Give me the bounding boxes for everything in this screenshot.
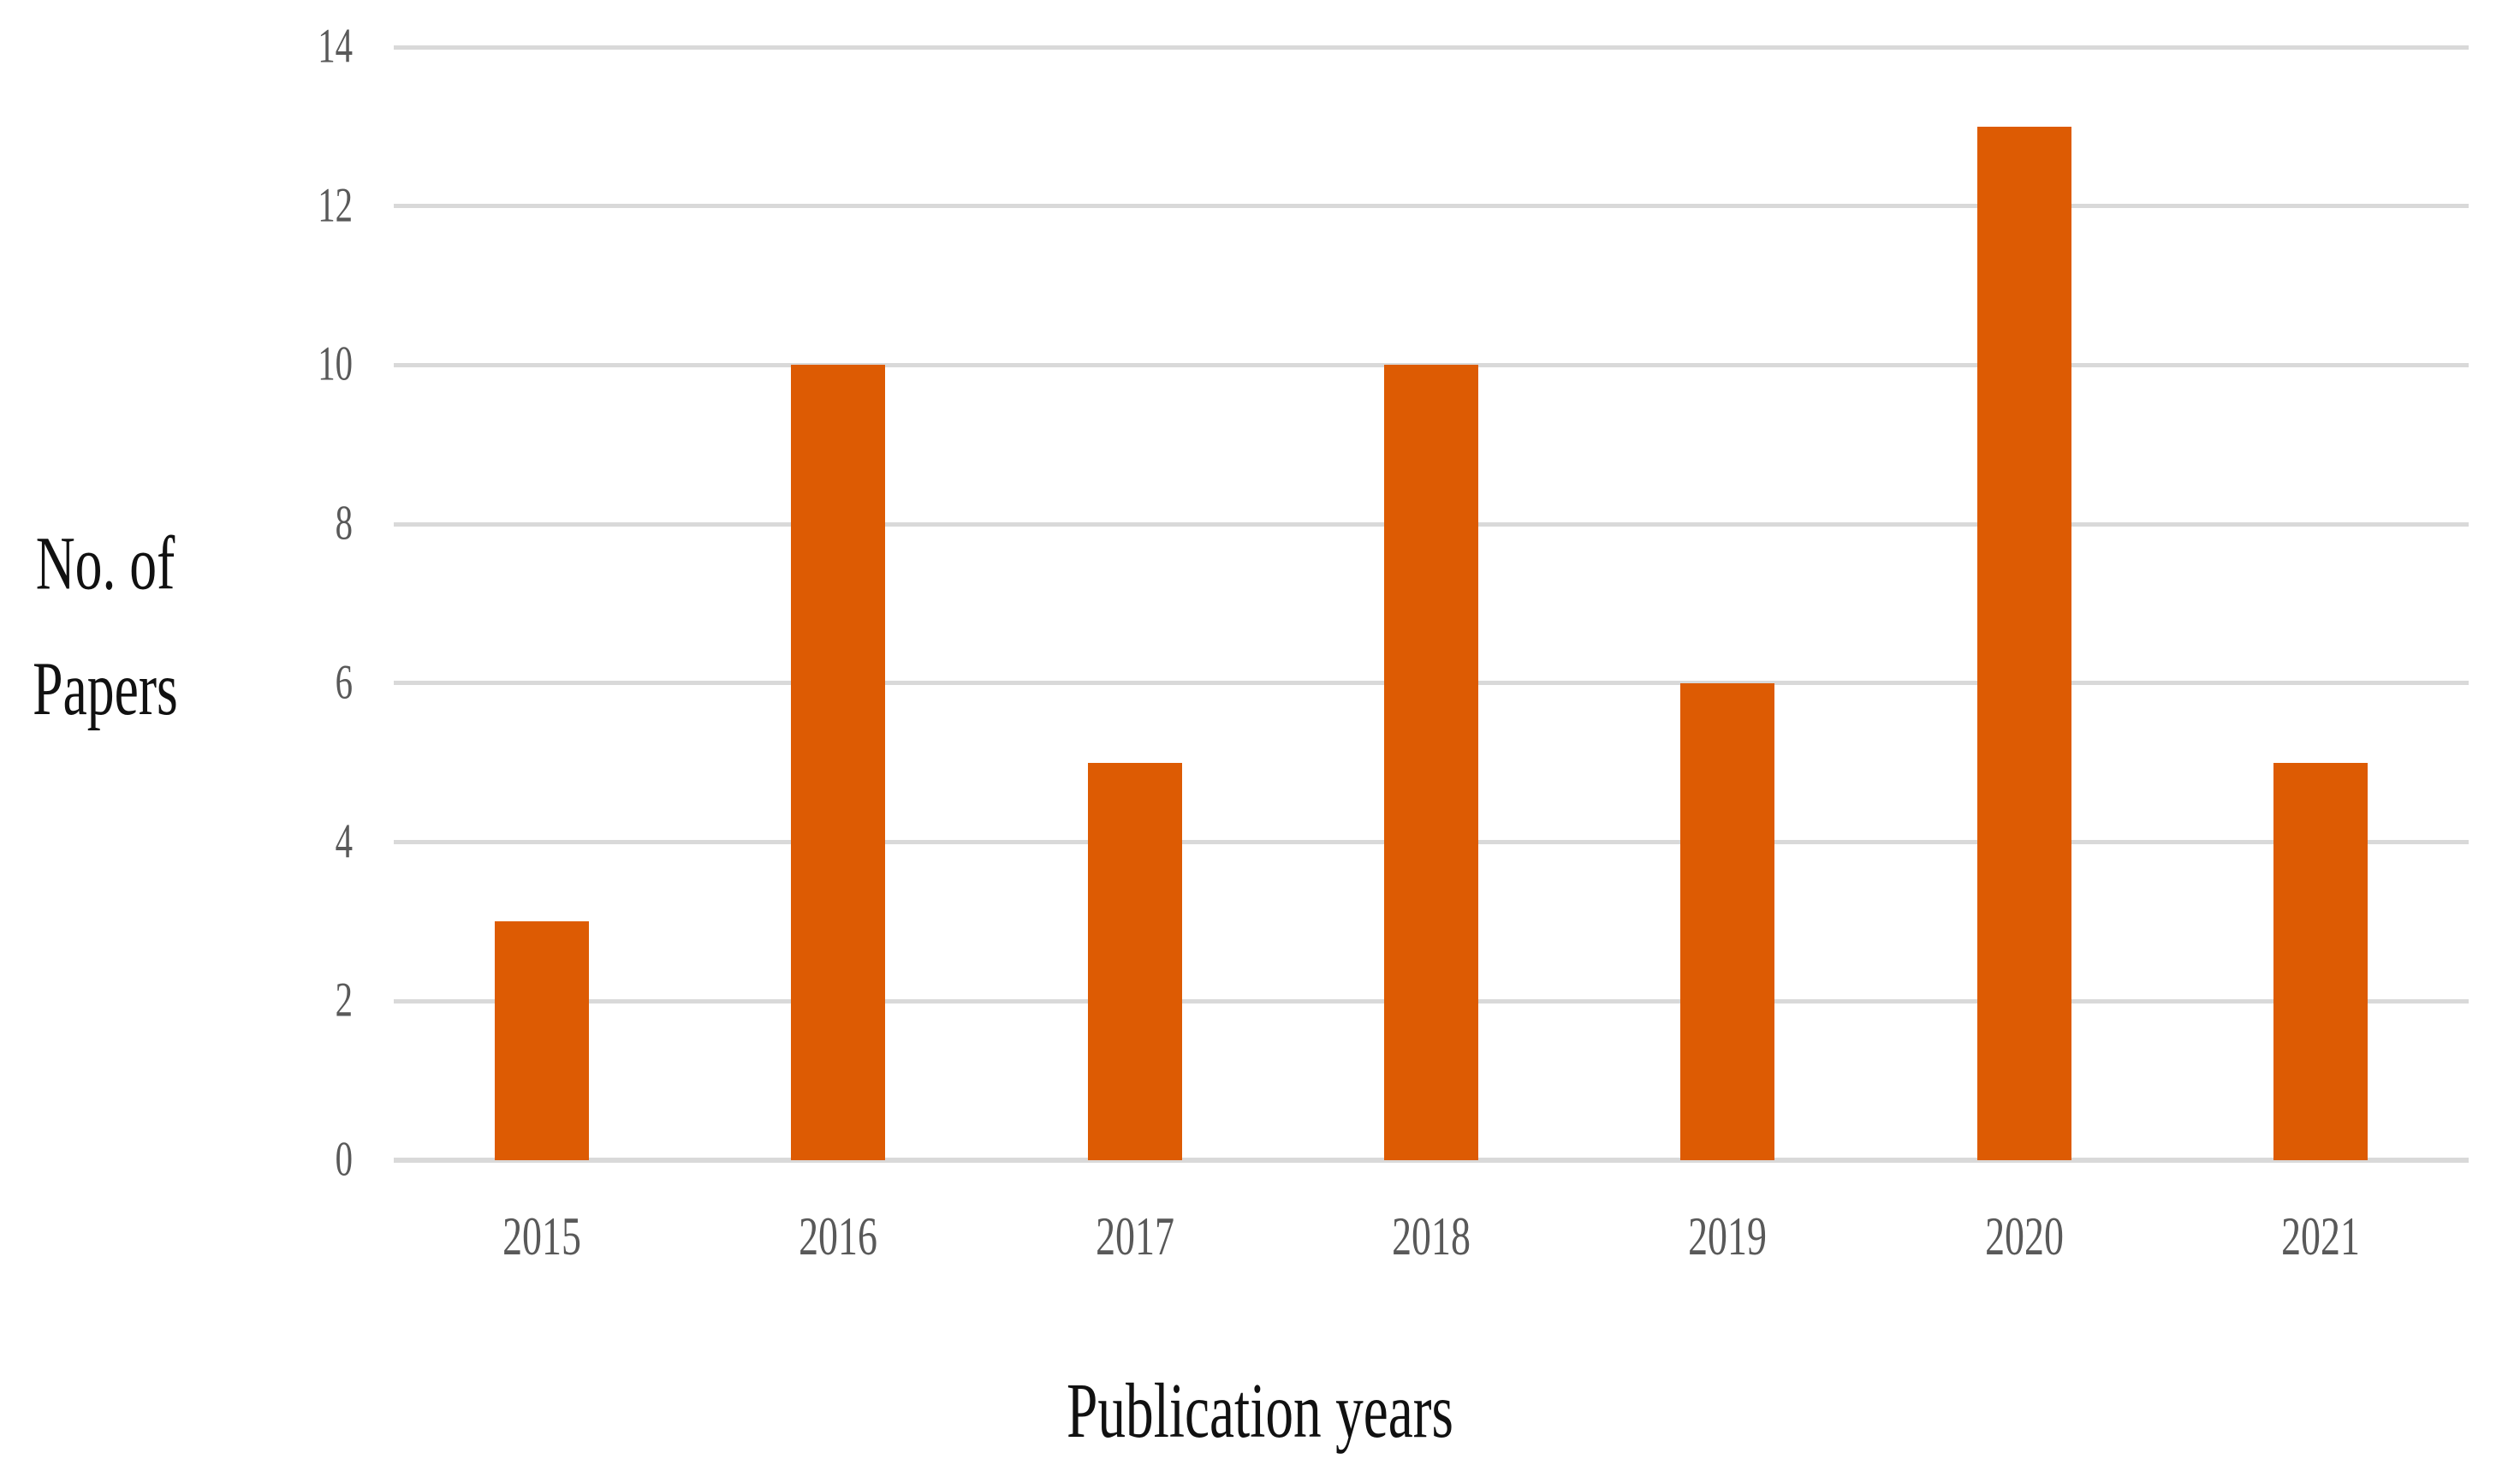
y-axis-title: No. of Papers (19, 502, 191, 753)
y-axis-title-line1: No. of (35, 521, 175, 606)
y-tick-label: 10 (318, 337, 353, 392)
x-axis-tick-labels: 2015 2016 2017 2018 2019 2020 2021 (394, 1206, 2469, 1269)
x-tick-label: 2019 (1688, 1206, 1768, 1267)
x-axis-baseline (394, 1158, 2469, 1163)
gridline (394, 45, 2469, 50)
y-tick-label: 0 (335, 1133, 353, 1187)
y-axis-title-line2: Papers (33, 647, 178, 732)
y-axis-tick-labels: 0 2 4 6 8 10 12 14 (181, 22, 353, 1184)
bar-2020 (1976, 126, 2071, 1160)
x-tick-label: 2020 (1984, 1206, 2064, 1267)
x-tick-label: 2018 (1392, 1206, 1471, 1267)
bar-2019 (1680, 682, 1775, 1160)
x-axis-title: Publication years (1067, 1367, 1453, 1455)
y-tick-label: 2 (335, 974, 353, 1027)
y-tick-label: 4 (335, 814, 353, 869)
x-tick-label: 2015 (502, 1206, 582, 1267)
y-tick-label: 6 (335, 655, 353, 710)
bar-2017 (1087, 762, 1182, 1160)
bar-2015 (495, 921, 590, 1160)
bar-2018 (1384, 365, 1478, 1160)
x-tick-label: 2016 (799, 1206, 878, 1267)
plot-area (394, 45, 2469, 1163)
y-tick-label: 8 (335, 497, 353, 551)
x-tick-label: 2017 (1095, 1206, 1174, 1267)
y-tick-label: 14 (318, 20, 353, 74)
bar-2016 (791, 365, 886, 1160)
bar-2021 (2273, 762, 2368, 1160)
gridline (394, 204, 2469, 209)
y-tick-label: 12 (318, 178, 353, 233)
x-tick-label: 2021 (2280, 1206, 2360, 1267)
